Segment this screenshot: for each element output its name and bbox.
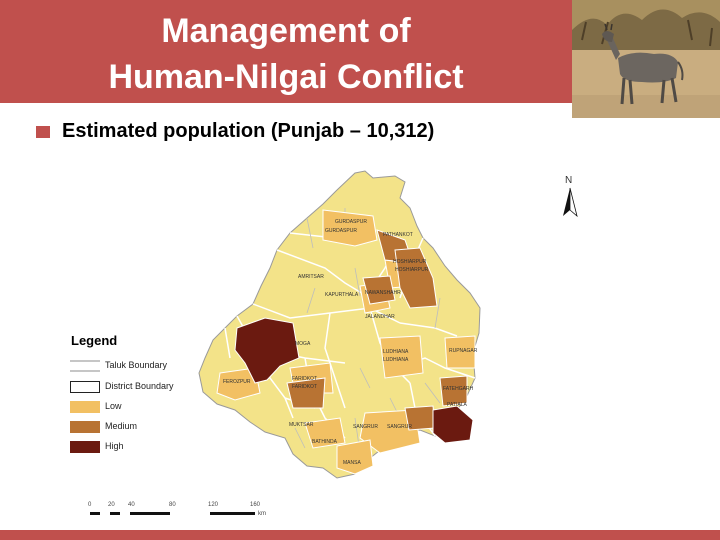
map-label-sangrur-b: SANGRUR	[387, 424, 412, 430]
region-hoshiarpur	[394, 247, 438, 309]
nilgai-photo-image	[572, 0, 720, 118]
map-label-mansa: MANSA	[343, 460, 361, 466]
legend-label-district: District Boundary	[105, 381, 174, 391]
scale-bar-graphic	[90, 512, 255, 515]
north-arrow: N	[557, 172, 583, 222]
title-banner: Management of Human-Nilgai Conflict	[0, 0, 572, 103]
north-label: N	[565, 175, 572, 186]
legend-label-taluk: Taluk Boundary	[105, 360, 168, 370]
map-label-ferozpur-a: FEROZPUR	[223, 379, 251, 385]
map-label-patiala: PATIALA	[447, 402, 467, 408]
map-label-nawanshahr: NAWANSHAHR	[365, 290, 401, 296]
north-arrow-icon: N	[563, 175, 578, 218]
punjab-map: GURDASPUR GURDASPUR PATHANKOT HOSHIARPUR…	[195, 168, 485, 488]
map-label-sangrur-a: SANGRUR	[353, 424, 378, 430]
region-nawanshahr	[362, 275, 396, 305]
bullet-text: Estimated population (Punjab – 10,312)	[62, 120, 435, 142]
legend-label-high: High	[105, 441, 124, 451]
region-moga	[286, 377, 326, 409]
map-label-rupnagar: RUPNAGAR	[449, 348, 478, 354]
low-swatch	[70, 401, 100, 413]
map-label-bathinda: BATHINDA	[312, 439, 338, 445]
scale-tick-20: 20	[108, 502, 115, 508]
region-high-west	[234, 317, 300, 384]
map-label-gurdaspur-b: GURDASPUR	[325, 228, 357, 234]
district-boundary-swatch	[70, 381, 100, 393]
region-rupnagar	[444, 335, 476, 369]
legend-item-high: High	[70, 440, 200, 454]
legend-item-low: Low	[70, 400, 200, 414]
map-label-pathankot: PATHANKOT	[383, 232, 413, 238]
legend-item-district: District Boundary	[70, 380, 200, 394]
footer-bar	[0, 530, 720, 540]
map-label-faridkot-a: FARIDKOT	[292, 376, 317, 382]
region-bathinda	[304, 417, 346, 449]
map-label-hoshiarpur-b: HOSHIARPUR	[395, 267, 429, 273]
map-label-moga: MOGA	[295, 341, 311, 347]
punjab-map-svg: GURDASPUR GURDASPUR PATHANKOT HOSHIARPUR…	[198, 170, 481, 479]
high-swatch	[70, 441, 100, 453]
map-label-kapurthala: KAPURTHALA	[325, 292, 359, 298]
map-label-gurdaspur-a: GURDASPUR	[335, 219, 367, 225]
bullet-marker	[36, 126, 50, 138]
scale-bar: 0 20 40 80 120 160 km	[80, 500, 280, 524]
region-mansa	[336, 439, 374, 475]
bullet-row: Estimated population (Punjab – 10,312)	[36, 120, 686, 152]
taluk-boundary-swatch	[70, 360, 100, 372]
map-label-amritsar: AMRITSAR	[298, 274, 324, 280]
legend-label-low: Low	[105, 401, 122, 411]
region-fatehgarh	[439, 375, 468, 407]
map-label-faridkot-b: FARIDKOT	[292, 384, 317, 390]
map-label-jalandhar: JALANDHAR	[365, 314, 395, 320]
title-line-2: Human-Nilgai Conflict	[108, 58, 464, 96]
map-legend: Legend Taluk Boundary District Boundary …	[70, 331, 200, 461]
legend-title: Legend	[71, 333, 118, 348]
scale-tick-80: 80	[169, 502, 176, 508]
region-ludhiana	[379, 335, 424, 379]
scale-tick-0: 0	[88, 502, 92, 508]
scale-unit: km	[258, 511, 266, 517]
map-label-muktsar: MUKTSAR	[289, 422, 314, 428]
scale-tick-160: 160	[250, 502, 261, 508]
map-label-fatehgarh: FATEHGARH	[443, 386, 474, 392]
legend-item-medium: Medium	[70, 420, 200, 434]
nilgai-photo	[572, 0, 720, 118]
region-high-patiala	[432, 405, 474, 444]
slide-title: Management of Human-Nilgai Conflict	[0, 8, 572, 100]
map-label-hoshiarpur-a: HOSHIARPUR	[393, 259, 427, 265]
scale-tick-120: 120	[208, 502, 219, 508]
scale-tick-40: 40	[128, 502, 135, 508]
medium-swatch	[70, 421, 100, 433]
region-gurdaspur	[322, 209, 378, 247]
map-label-ludhiana-a: LUDHIANA	[383, 349, 409, 355]
title-line-1: Management of	[161, 12, 411, 50]
map-label-ludhiana-b: LUDHIANA	[383, 357, 409, 363]
legend-label-medium: Medium	[105, 421, 138, 431]
legend-item-taluk: Taluk Boundary	[70, 359, 200, 373]
